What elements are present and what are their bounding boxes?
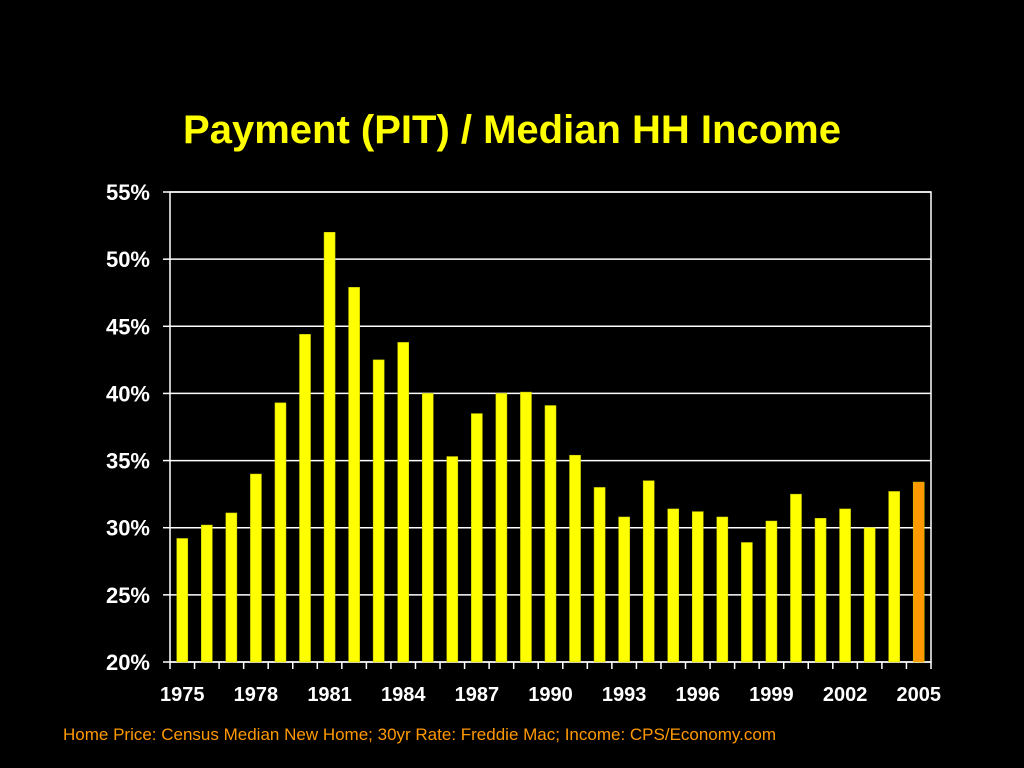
y-tick-label: 55% <box>106 180 150 205</box>
bar-1975 <box>176 538 189 663</box>
bar-2003 <box>863 527 876 663</box>
x-tick-label: 1981 <box>307 684 352 706</box>
y-tick-label: 40% <box>106 381 150 406</box>
bar-1996 <box>692 511 704 663</box>
bar-2002 <box>839 508 851 663</box>
bar-2004 <box>888 491 900 663</box>
x-tick-label: 1975 <box>160 684 205 706</box>
y-tick-label: 45% <box>106 314 150 339</box>
x-tick-label: 2005 <box>896 684 941 706</box>
x-tick-label: 1987 <box>455 684 500 706</box>
x-tick-label: 1996 <box>676 684 721 706</box>
bar-1980 <box>299 334 311 663</box>
x-tick-label: 1984 <box>381 684 426 706</box>
bar-1991 <box>569 454 581 663</box>
bar-1989 <box>520 391 532 663</box>
bar-1976 <box>201 524 213 663</box>
bar-1999 <box>765 520 778 663</box>
bar-1987 <box>471 413 483 663</box>
bar-1983 <box>372 359 385 663</box>
bar-1998 <box>741 542 753 663</box>
y-tick-label: 30% <box>106 516 150 541</box>
x-tick-label: 2002 <box>823 684 868 706</box>
bar-1993 <box>618 516 630 663</box>
bar-1984 <box>397 342 409 663</box>
x-tick-label: 1978 <box>234 684 279 706</box>
bar-1992 <box>593 487 606 663</box>
y-tick-label: 35% <box>106 449 150 474</box>
x-tick-label: 1999 <box>749 684 794 706</box>
bar-1995 <box>667 508 680 663</box>
y-tick-label: 20% <box>106 650 150 675</box>
bar-1982 <box>348 287 360 663</box>
bar-2005 <box>912 481 925 663</box>
x-tick-label: 1993 <box>602 684 647 706</box>
bar-1994 <box>642 480 655 663</box>
bar-1986 <box>446 456 459 663</box>
bar-1985 <box>421 393 434 663</box>
y-tick-label: 25% <box>106 583 150 608</box>
bar-1981 <box>323 232 336 663</box>
bar-1990 <box>544 405 557 663</box>
bar-2000 <box>790 493 802 663</box>
bar-1977 <box>225 512 238 663</box>
bar-2001 <box>814 518 827 663</box>
source-note: Home Price: Census Median New Home; 30yr… <box>63 725 777 744</box>
bar-1988 <box>495 393 508 663</box>
bar-1978 <box>250 473 262 663</box>
bar-1997 <box>716 516 729 663</box>
chart-title: Payment (PIT) / Median HH Income <box>183 108 841 152</box>
x-tick-label: 1990 <box>528 684 573 706</box>
y-tick-label: 50% <box>106 247 150 272</box>
bar-1979 <box>274 402 287 663</box>
